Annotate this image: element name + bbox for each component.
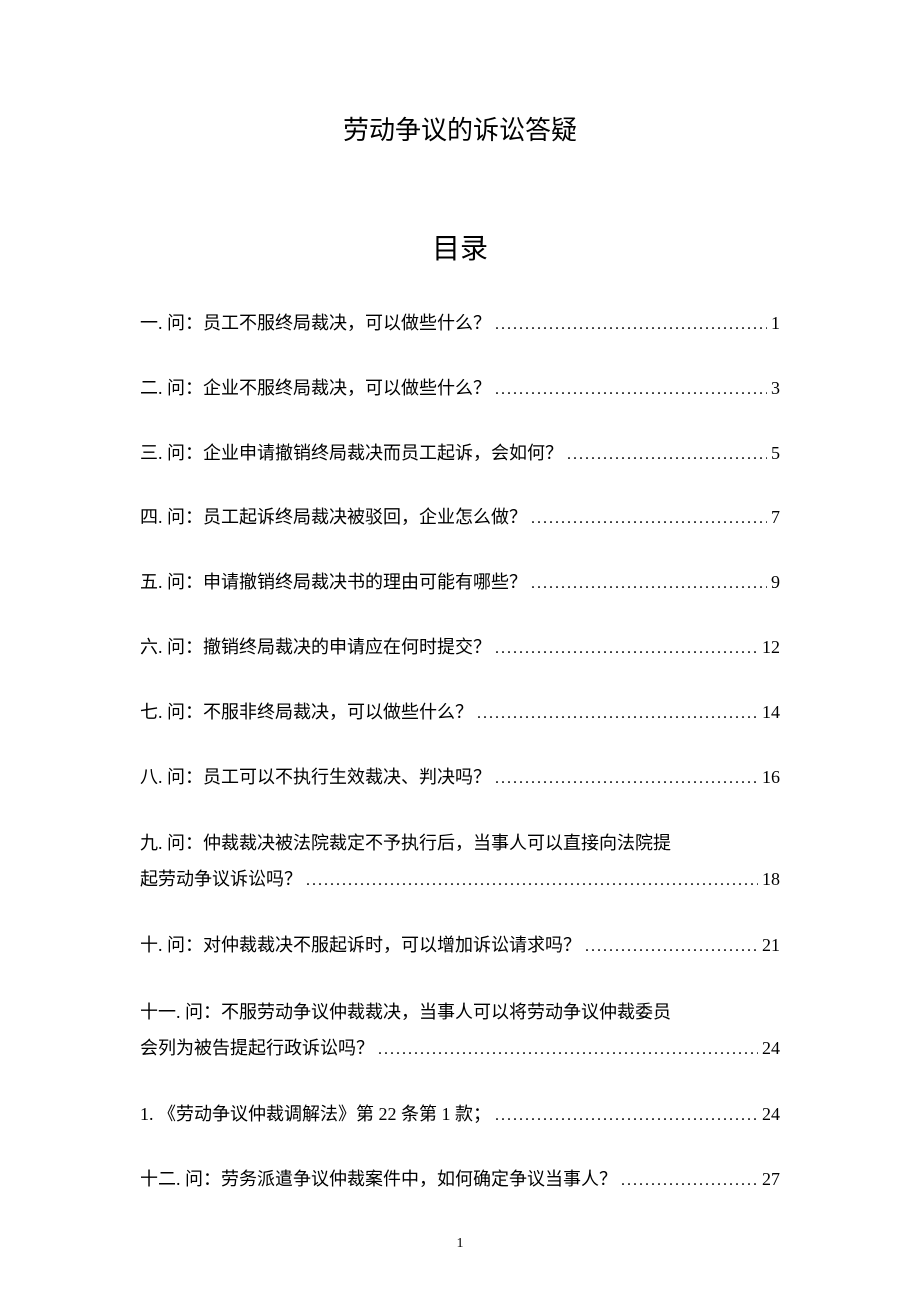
toc-container: 一. 问：员工不服终局裁决，可以做些什么？ 1 二. 问：企业不服终局裁决，可以… (140, 307, 780, 1196)
document-title: 劳动争议的诉讼答疑 (140, 110, 780, 147)
toc-label: 八. 问：员工可以不执行生效裁决、判决吗？ (140, 761, 491, 793)
toc-entry: 七. 问：不服非终局裁决，可以做些什么？ 14 (140, 696, 780, 729)
toc-label: 五. 问：申请撤销终局裁决书的理由可能有哪些？ (140, 566, 527, 598)
toc-leader-dots (495, 307, 767, 340)
toc-label: 四. 问：员工起诉终局裁决被驳回，企业怎么做？ (140, 501, 527, 533)
toc-leader-dots (531, 566, 767, 599)
page-footer-number: 1 (457, 1236, 464, 1252)
toc-label-line1: 九. 问：仲裁裁决被法院裁定不予执行后，当事人可以直接向法院提 (140, 825, 780, 861)
toc-entry: 1. 《劳动争议仲裁调解法》第 22 条第 1 款； 24 (140, 1098, 780, 1131)
toc-label: 六. 问：撤销终局裁决的申请应在何时提交？ (140, 631, 491, 663)
toc-entry: 二. 问：企业不服终局裁决，可以做些什么？ 3 (140, 372, 780, 405)
toc-label: 十二. 问：劳务派遣争议仲裁案件中，如何确定争议当事人？ (140, 1163, 617, 1195)
toc-leader-dots (495, 372, 767, 405)
toc-page-number: 9 (771, 566, 780, 598)
toc-leader-dots (477, 696, 758, 729)
toc-entry: 六. 问：撤销终局裁决的申请应在何时提交？ 12 (140, 631, 780, 664)
toc-page-number: 12 (762, 631, 780, 663)
toc-page-number: 16 (762, 761, 780, 793)
toc-page-number: 24 (762, 1030, 780, 1066)
toc-page-number: 24 (762, 1098, 780, 1130)
toc-page-number: 3 (771, 372, 780, 404)
toc-leader-dots (495, 631, 758, 664)
toc-label: 1. 《劳动争议仲裁调解法》第 22 条第 1 款； (140, 1098, 491, 1130)
toc-leader-dots (531, 501, 767, 534)
toc-page-number: 1 (771, 307, 780, 339)
toc-label: 三. 问：企业申请撤销终局裁决而员工起诉，会如何？ (140, 437, 563, 469)
toc-page-number: 5 (771, 437, 780, 469)
toc-leader-dots (495, 761, 758, 794)
toc-entry: 八. 问：员工可以不执行生效裁决、判决吗？ 16 (140, 761, 780, 794)
toc-label-line1: 十一. 问：不服劳动争议仲裁裁决，当事人可以将劳动争议仲裁委员 (140, 994, 780, 1030)
toc-label: 十. 问：对仲裁裁决不服起诉时，可以增加诉讼请求吗？ (140, 929, 581, 961)
toc-leader-dots (378, 1030, 758, 1066)
toc-entry: 十. 问：对仲裁裁决不服起诉时，可以增加诉讼请求吗？ 21 (140, 929, 780, 962)
toc-label: 二. 问：企业不服终局裁决，可以做些什么？ (140, 372, 491, 404)
toc-entry: 十二. 问：劳务派遣争议仲裁案件中，如何确定争议当事人？ 27 (140, 1163, 780, 1196)
toc-entry: 五. 问：申请撤销终局裁决书的理由可能有哪些？ 9 (140, 566, 780, 599)
toc-leader-dots (495, 1098, 758, 1131)
toc-label-line2: 起劳动争议诉讼吗？ (140, 861, 302, 897)
toc-label: 一. 问：员工不服终局裁决，可以做些什么？ (140, 307, 491, 339)
toc-leader-dots (621, 1163, 758, 1196)
toc-leader-dots (585, 929, 758, 962)
toc-entry: 四. 问：员工起诉终局裁决被驳回，企业怎么做？ 7 (140, 501, 780, 534)
toc-page-number: 7 (771, 501, 780, 533)
toc-page-number: 21 (762, 929, 780, 961)
toc-page-number: 27 (762, 1163, 780, 1195)
toc-entry: 三. 问：企业申请撤销终局裁决而员工起诉，会如何？ 5 (140, 437, 780, 470)
toc-leader-dots (306, 861, 758, 897)
toc-leader-dots (567, 437, 767, 470)
toc-label-line2: 会列为被告提起行政诉讼吗？ (140, 1030, 374, 1066)
toc-entry: 九. 问：仲裁裁决被法院裁定不予执行后，当事人可以直接向法院提 起劳动争议诉讼吗… (140, 825, 780, 897)
toc-page-number: 14 (762, 696, 780, 728)
toc-entry: 十一. 问：不服劳动争议仲裁裁决，当事人可以将劳动争议仲裁委员 会列为被告提起行… (140, 994, 780, 1066)
toc-page-number: 18 (762, 861, 780, 897)
toc-heading: 目录 (140, 227, 780, 267)
toc-entry: 一. 问：员工不服终局裁决，可以做些什么？ 1 (140, 307, 780, 340)
toc-label: 七. 问：不服非终局裁决，可以做些什么？ (140, 696, 473, 728)
